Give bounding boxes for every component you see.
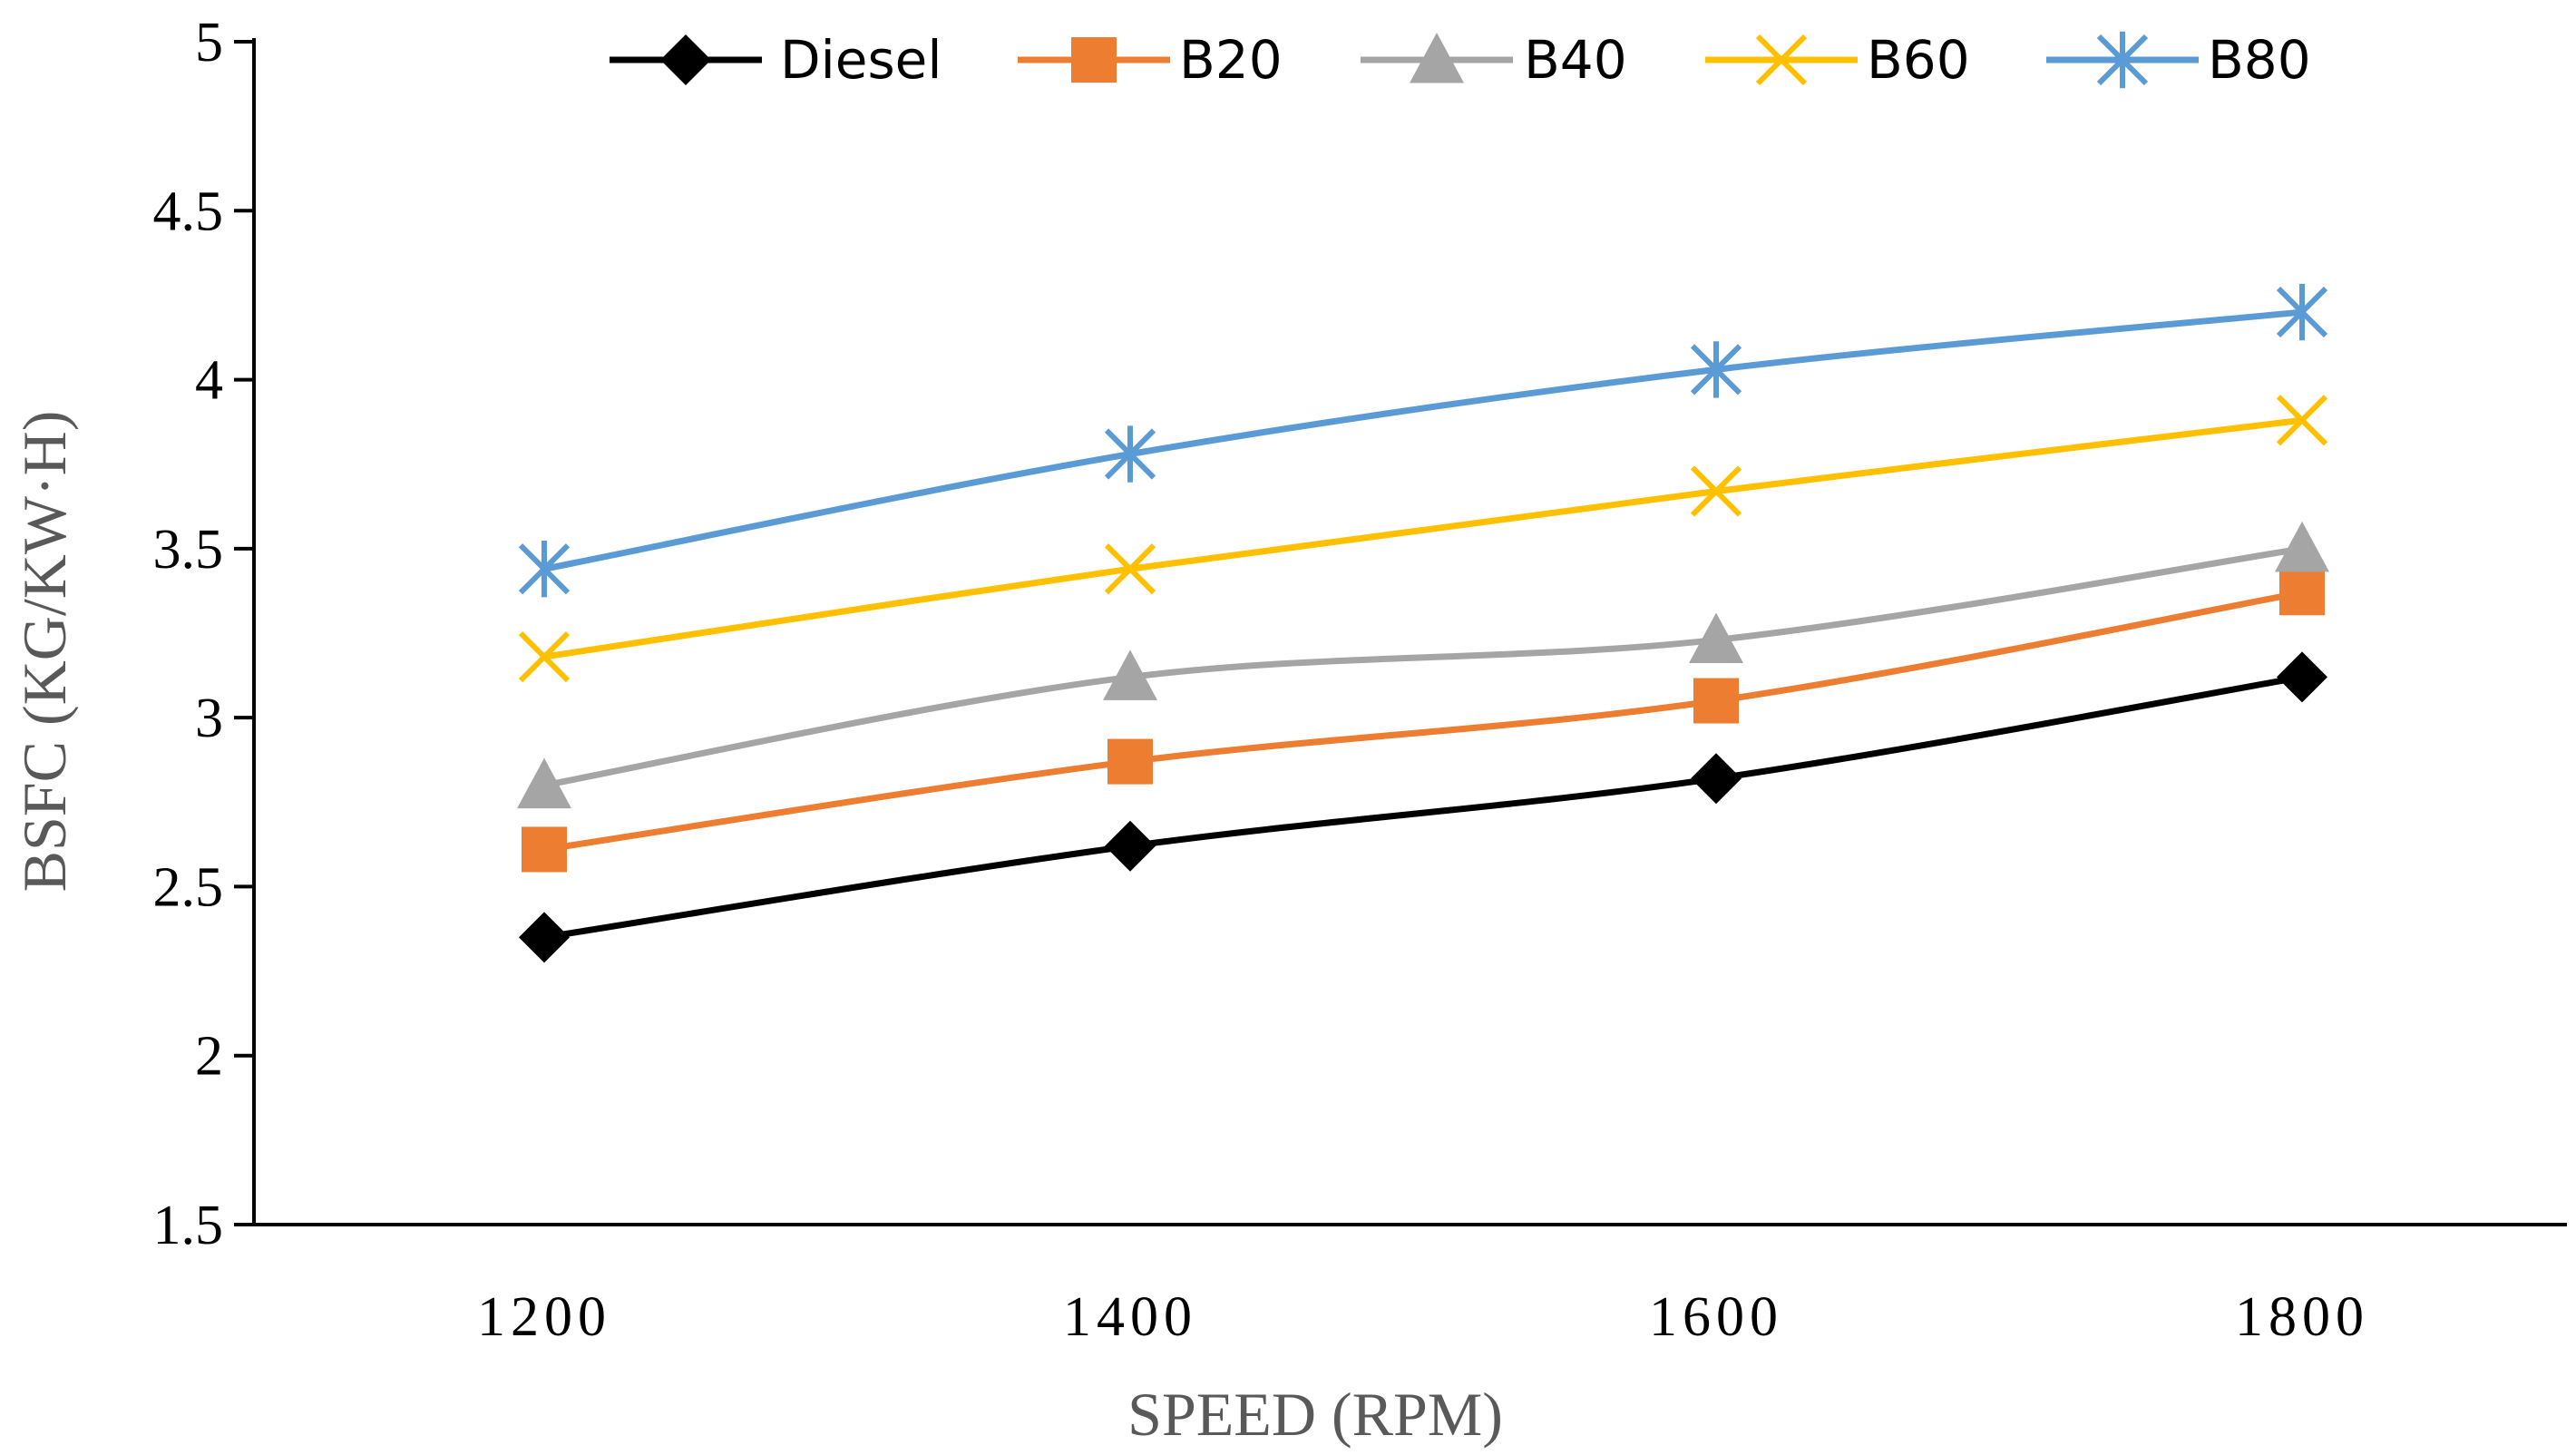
- data-point-b20: [1107, 738, 1153, 785]
- data-point-b40: [2275, 521, 2329, 572]
- legend-label-b80: B80: [2208, 29, 2311, 91]
- legend-marker-diesel: [660, 34, 711, 85]
- y-tick-label: 2: [195, 1026, 223, 1088]
- data-point-b20: [1693, 678, 1739, 724]
- y-tick-label: 2.5: [153, 856, 224, 918]
- data-point-b60: [2276, 395, 2328, 446]
- x-tick-label: 1400: [1063, 1286, 1197, 1348]
- data-point-diesel: [519, 912, 570, 963]
- legend-label-b40: B40: [1524, 29, 1627, 91]
- y-axis-title: BSFC (KG/KW·H): [10, 411, 79, 893]
- x-tick-label: 1200: [477, 1286, 611, 1348]
- legend-label-b20: B20: [1179, 29, 1283, 91]
- data-point-b40: [517, 757, 571, 809]
- data-point-b80: [1104, 425, 1156, 483]
- x-tick-label: 1800: [2235, 1286, 2369, 1348]
- x-tick-label: 1600: [1649, 1286, 1783, 1348]
- y-tick-label: 4: [195, 350, 223, 412]
- data-point-b80: [2276, 283, 2328, 341]
- data-point-b60: [1690, 465, 1742, 517]
- legend-label-b60: B60: [1867, 29, 1970, 91]
- data-point-b80: [518, 541, 571, 598]
- series-line-b20: [543, 589, 2303, 853]
- legend-marker-b60: [1755, 34, 1808, 86]
- series-line-b40: [543, 545, 2303, 789]
- data-point-b80: [1690, 341, 1742, 398]
- series-line-b60: [543, 416, 2303, 660]
- data-point-b60: [1104, 543, 1156, 595]
- data-point-b60: [518, 630, 571, 683]
- x-axis-title: SPEED (RPM): [1127, 1380, 1503, 1449]
- y-tick-label: 3.5: [153, 519, 224, 581]
- data-point-b20: [2279, 570, 2325, 616]
- legend-label-diesel: Diesel: [780, 29, 942, 91]
- series-line-b80: [543, 308, 2303, 572]
- y-tick-label: 3: [195, 688, 223, 749]
- data-point-diesel: [2277, 651, 2327, 703]
- y-tick-label: 1.5: [153, 1195, 224, 1256]
- data-point-diesel: [1691, 753, 1742, 805]
- legend-marker-b80: [2096, 31, 2149, 89]
- data-point-b40: [1689, 612, 1743, 663]
- data-point-diesel: [1105, 820, 1156, 872]
- legend-marker-b20: [1071, 37, 1117, 83]
- data-point-b20: [522, 826, 567, 873]
- legend-marker-b40: [1410, 33, 1464, 83]
- series-line-diesel: [543, 673, 2303, 941]
- data-point-b40: [1103, 649, 1157, 700]
- y-tick-label: 5: [195, 12, 223, 73]
- y-tick-label: 4.5: [153, 181, 224, 242]
